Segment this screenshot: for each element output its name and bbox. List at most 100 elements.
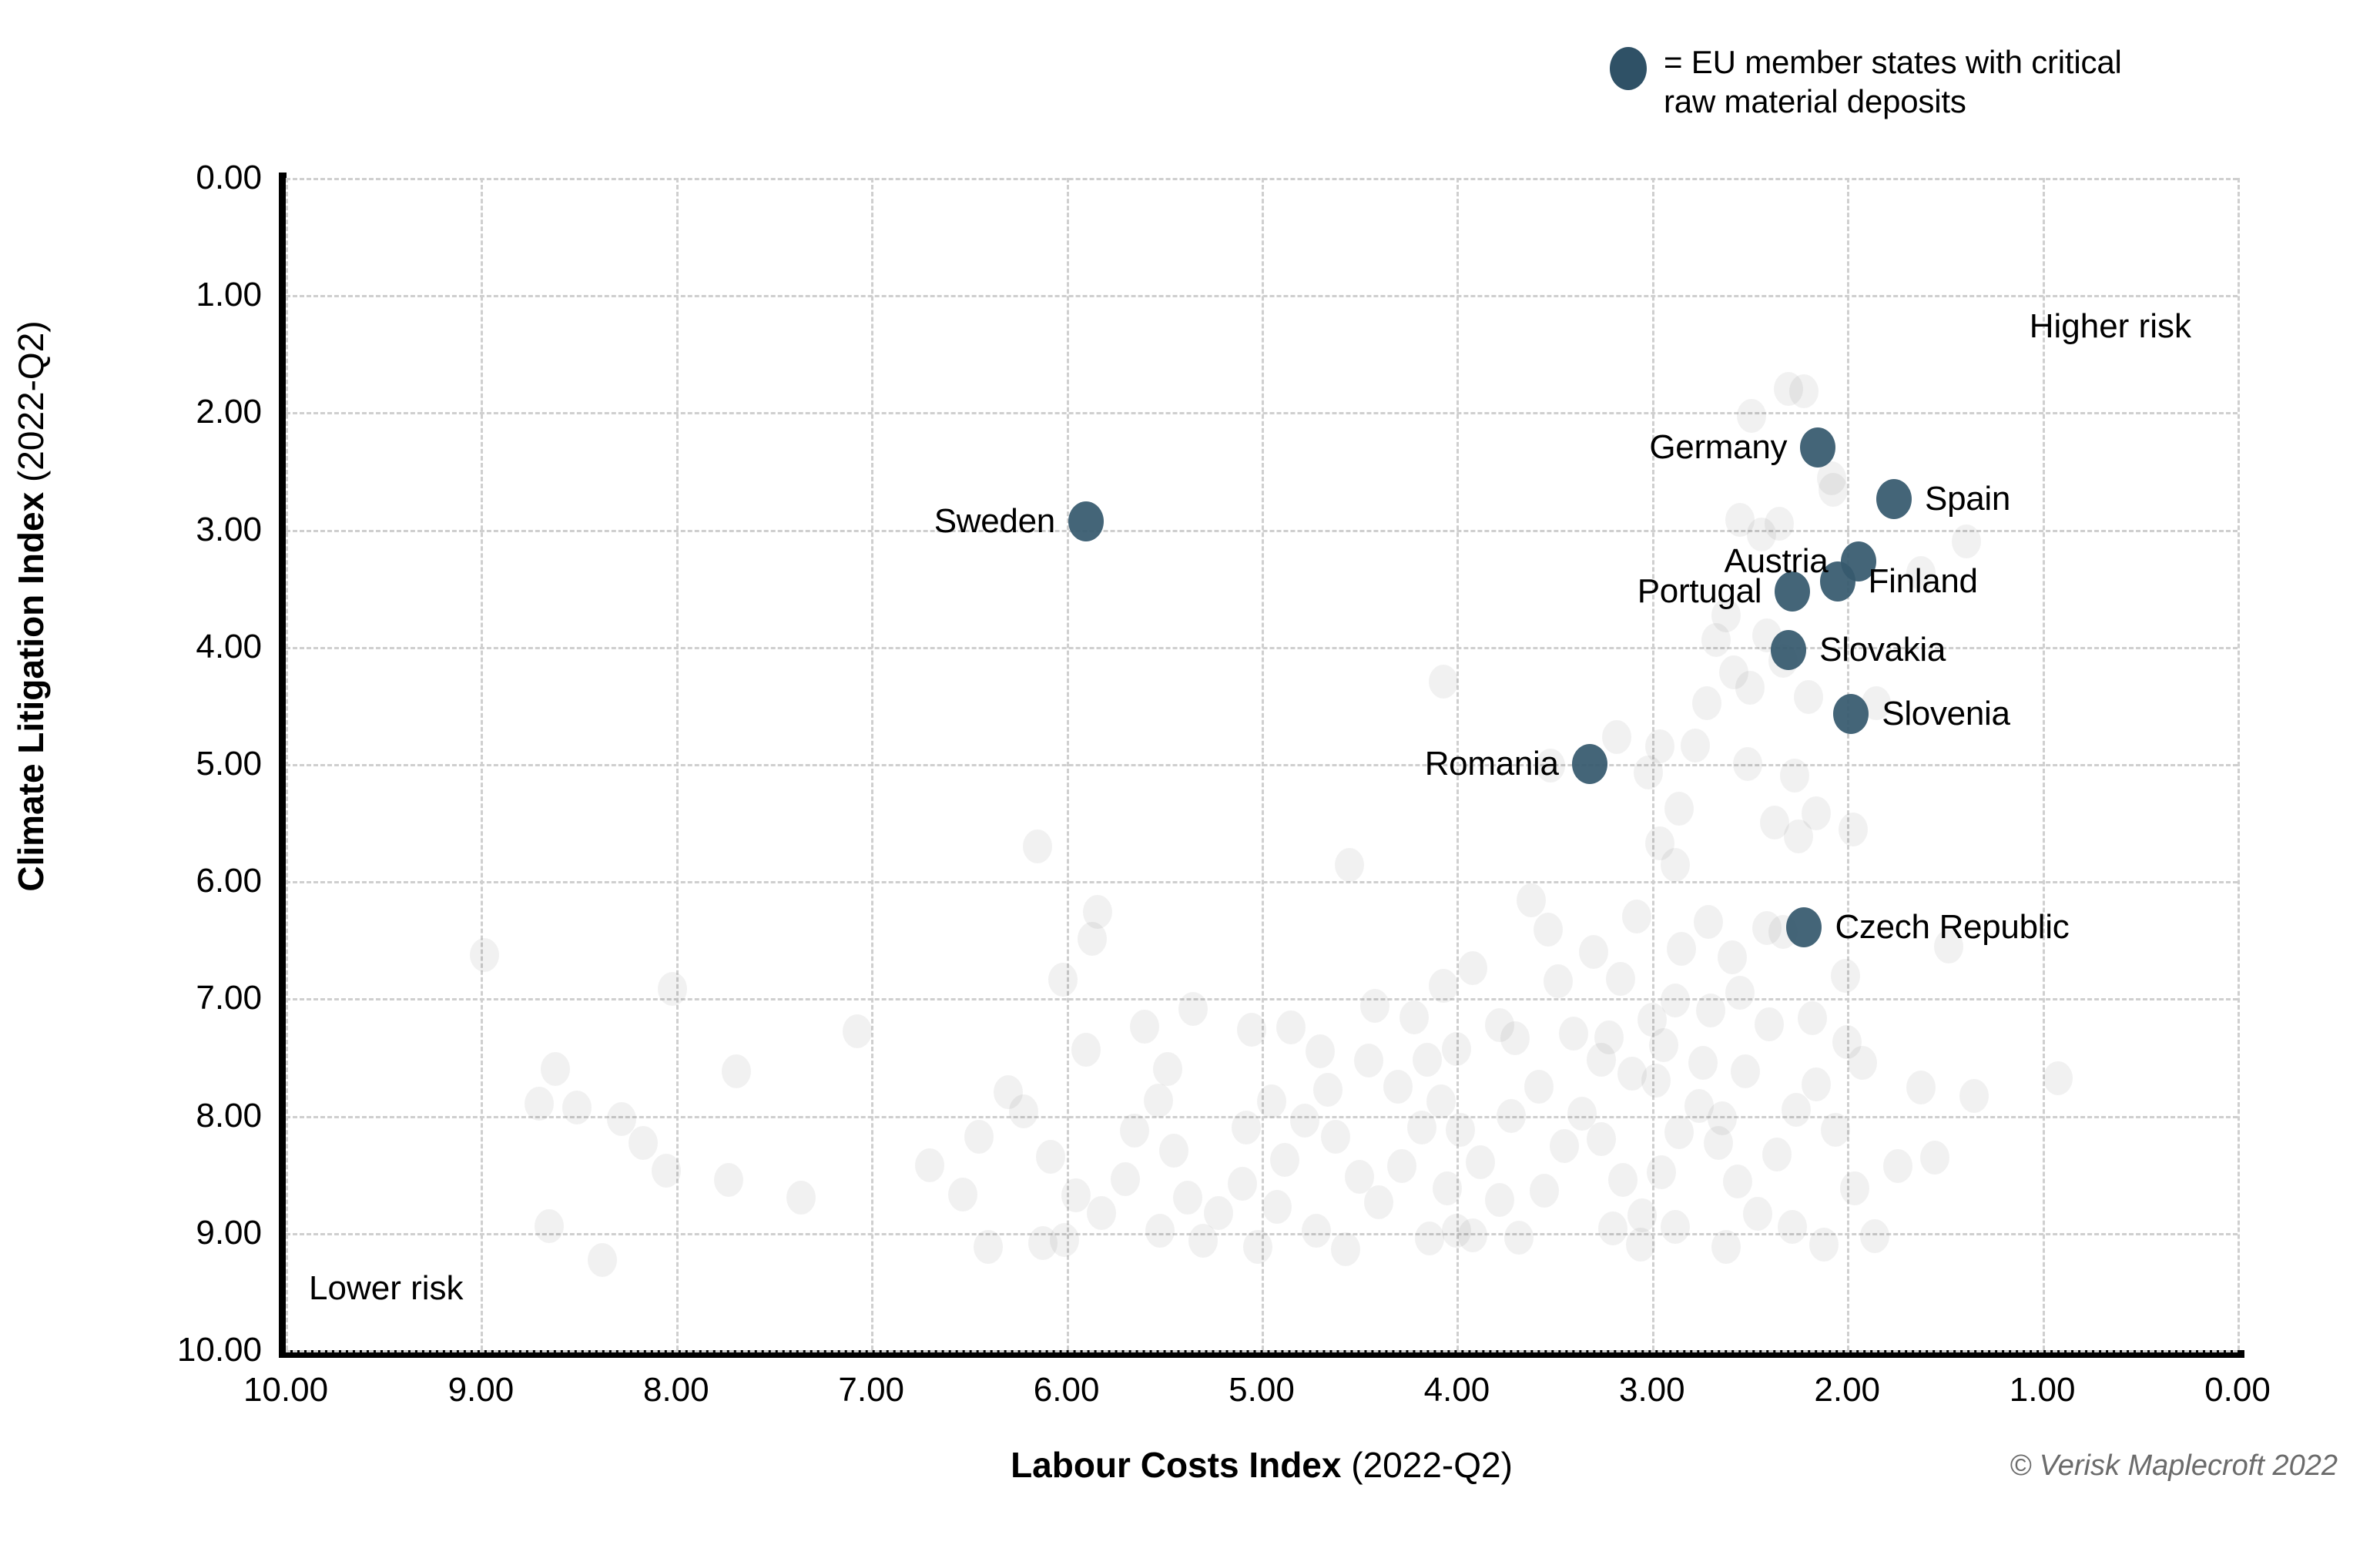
y-tick-label: 6.00: [196, 862, 262, 900]
data-point: [1735, 671, 1765, 705]
data-point: [1774, 371, 1804, 406]
data-point: [1172, 1181, 1202, 1215]
data-point-label-finland: Finland: [1868, 561, 1979, 600]
data-point: [1808, 1228, 1839, 1262]
data-point: [1602, 719, 1632, 754]
x-tick-label: 7.00: [838, 1371, 905, 1409]
data-point: [1399, 1000, 1429, 1034]
data-point-spain[interactable]: [1876, 479, 1912, 520]
data-point: [1289, 1103, 1319, 1138]
data-point: [1819, 472, 1849, 507]
data-point: [915, 1148, 945, 1182]
data-point: [535, 1208, 565, 1243]
gridline-vertical: [2238, 178, 2240, 1350]
data-point: [540, 1051, 570, 1086]
data-point: [1071, 1033, 1101, 1067]
data-point: [1426, 1084, 1456, 1119]
y-tick-label: 9.00: [196, 1213, 262, 1252]
data-point: [1344, 1159, 1374, 1194]
data-point-slovakia[interactable]: [1771, 630, 1807, 671]
data-point: [1782, 1092, 1812, 1127]
data-point: [1158, 1134, 1188, 1168]
data-point: [1625, 1228, 1655, 1262]
data-point: [1649, 1028, 1678, 1063]
data-point-label-romania: Romania: [1424, 745, 1559, 783]
data-point: [1145, 1213, 1175, 1248]
data-point: [1760, 806, 1790, 840]
data-point: [1906, 555, 1936, 590]
data-point: [1485, 1008, 1515, 1043]
x-tick-label: 6.00: [1033, 1371, 1100, 1409]
data-point: [1883, 1149, 1913, 1184]
data-point: [1801, 796, 1831, 830]
data-point: [1413, 1042, 1443, 1077]
data-point-germany[interactable]: [1800, 427, 1836, 468]
data-point: [1606, 961, 1636, 996]
y-tick-label: 7.00: [196, 979, 262, 1017]
data-point: [974, 1230, 1004, 1265]
data-point: [1754, 1007, 1784, 1041]
data-point: [1661, 1210, 1691, 1245]
data-point: [1627, 1198, 1658, 1232]
data-point: [1641, 1063, 1671, 1098]
data-point-finland[interactable]: [1819, 561, 1855, 602]
gridline-horizontal: [286, 529, 2238, 532]
data-point-label-germany: Germany: [1649, 428, 1788, 467]
copyright-notice: © Verisk Maplecroft 2022: [2010, 1449, 2338, 1482]
data-point: [1301, 1213, 1331, 1248]
data-point-czech-republic[interactable]: [1786, 907, 1822, 947]
data-point-label-sweden: Sweden: [934, 501, 1056, 540]
data-point: [1594, 1020, 1624, 1054]
data-point: [1717, 940, 1747, 975]
x-tick-label: 8.00: [642, 1371, 709, 1409]
data-point: [1752, 911, 1782, 946]
data-point: [1694, 905, 1724, 940]
data-point: [1711, 1230, 1741, 1265]
data-point-romania[interactable]: [1571, 744, 1607, 784]
legend-label: = EU member states with critical raw mat…: [1664, 44, 2122, 120]
data-point: [1708, 1101, 1738, 1135]
data-point: [657, 972, 687, 1007]
lower-risk-note: Lower risk: [309, 1269, 464, 1307]
data-point: [1742, 1197, 1772, 1232]
data-point: [606, 1102, 636, 1137]
data-point-slovenia[interactable]: [1833, 693, 1869, 734]
data-point: [1586, 1122, 1616, 1157]
data-point: [1691, 685, 1721, 720]
data-point: [1598, 1211, 1628, 1245]
data-point-label-slovakia: Slovakia: [1819, 631, 1946, 669]
data-point-portugal[interactable]: [1775, 571, 1811, 612]
data-point: [1457, 1218, 1487, 1252]
y-axis-title: Climate Litigation Index (2022-Q2): [10, 144, 52, 1068]
data-point: [1497, 1098, 1527, 1133]
x-axis-title-plain: (2022-Q2): [1341, 1445, 1513, 1485]
data-point-sweden[interactable]: [1068, 501, 1104, 541]
data-point: [1621, 899, 1651, 933]
data-point: [1723, 1164, 1753, 1198]
data-point: [1725, 975, 1755, 1010]
gridline-horizontal: [286, 998, 2238, 1001]
data-point: [1731, 1054, 1761, 1088]
data-point: [1432, 1171, 1462, 1205]
data-point: [1036, 1139, 1066, 1174]
x-axis-title: Labour Costs Index (2022-Q2): [286, 1444, 2238, 1486]
data-point: [1666, 932, 1696, 967]
data-point: [1789, 374, 1819, 408]
data-point: [1188, 1224, 1218, 1258]
chart-legend: = EU member states with critical raw mat…: [1610, 42, 2122, 121]
data-point: [652, 1154, 682, 1188]
data-point: [1077, 921, 1107, 956]
data-point-label-slovenia: Slovenia: [1882, 694, 2010, 732]
gridline-horizontal: [286, 1232, 2238, 1235]
data-point-label-portugal: Portugal: [1637, 572, 1762, 611]
y-tick-label: 4.00: [196, 627, 262, 665]
data-point: [1703, 1125, 1733, 1160]
data-point: [843, 1014, 873, 1049]
x-tick-label: 5.00: [1229, 1371, 1295, 1409]
data-point: [1383, 1069, 1413, 1104]
data-point: [1711, 598, 1741, 632]
data-point: [1270, 1143, 1300, 1178]
data-point: [1083, 894, 1113, 929]
data-point: [1428, 968, 1458, 1003]
data-point: [1129, 1009, 1159, 1044]
